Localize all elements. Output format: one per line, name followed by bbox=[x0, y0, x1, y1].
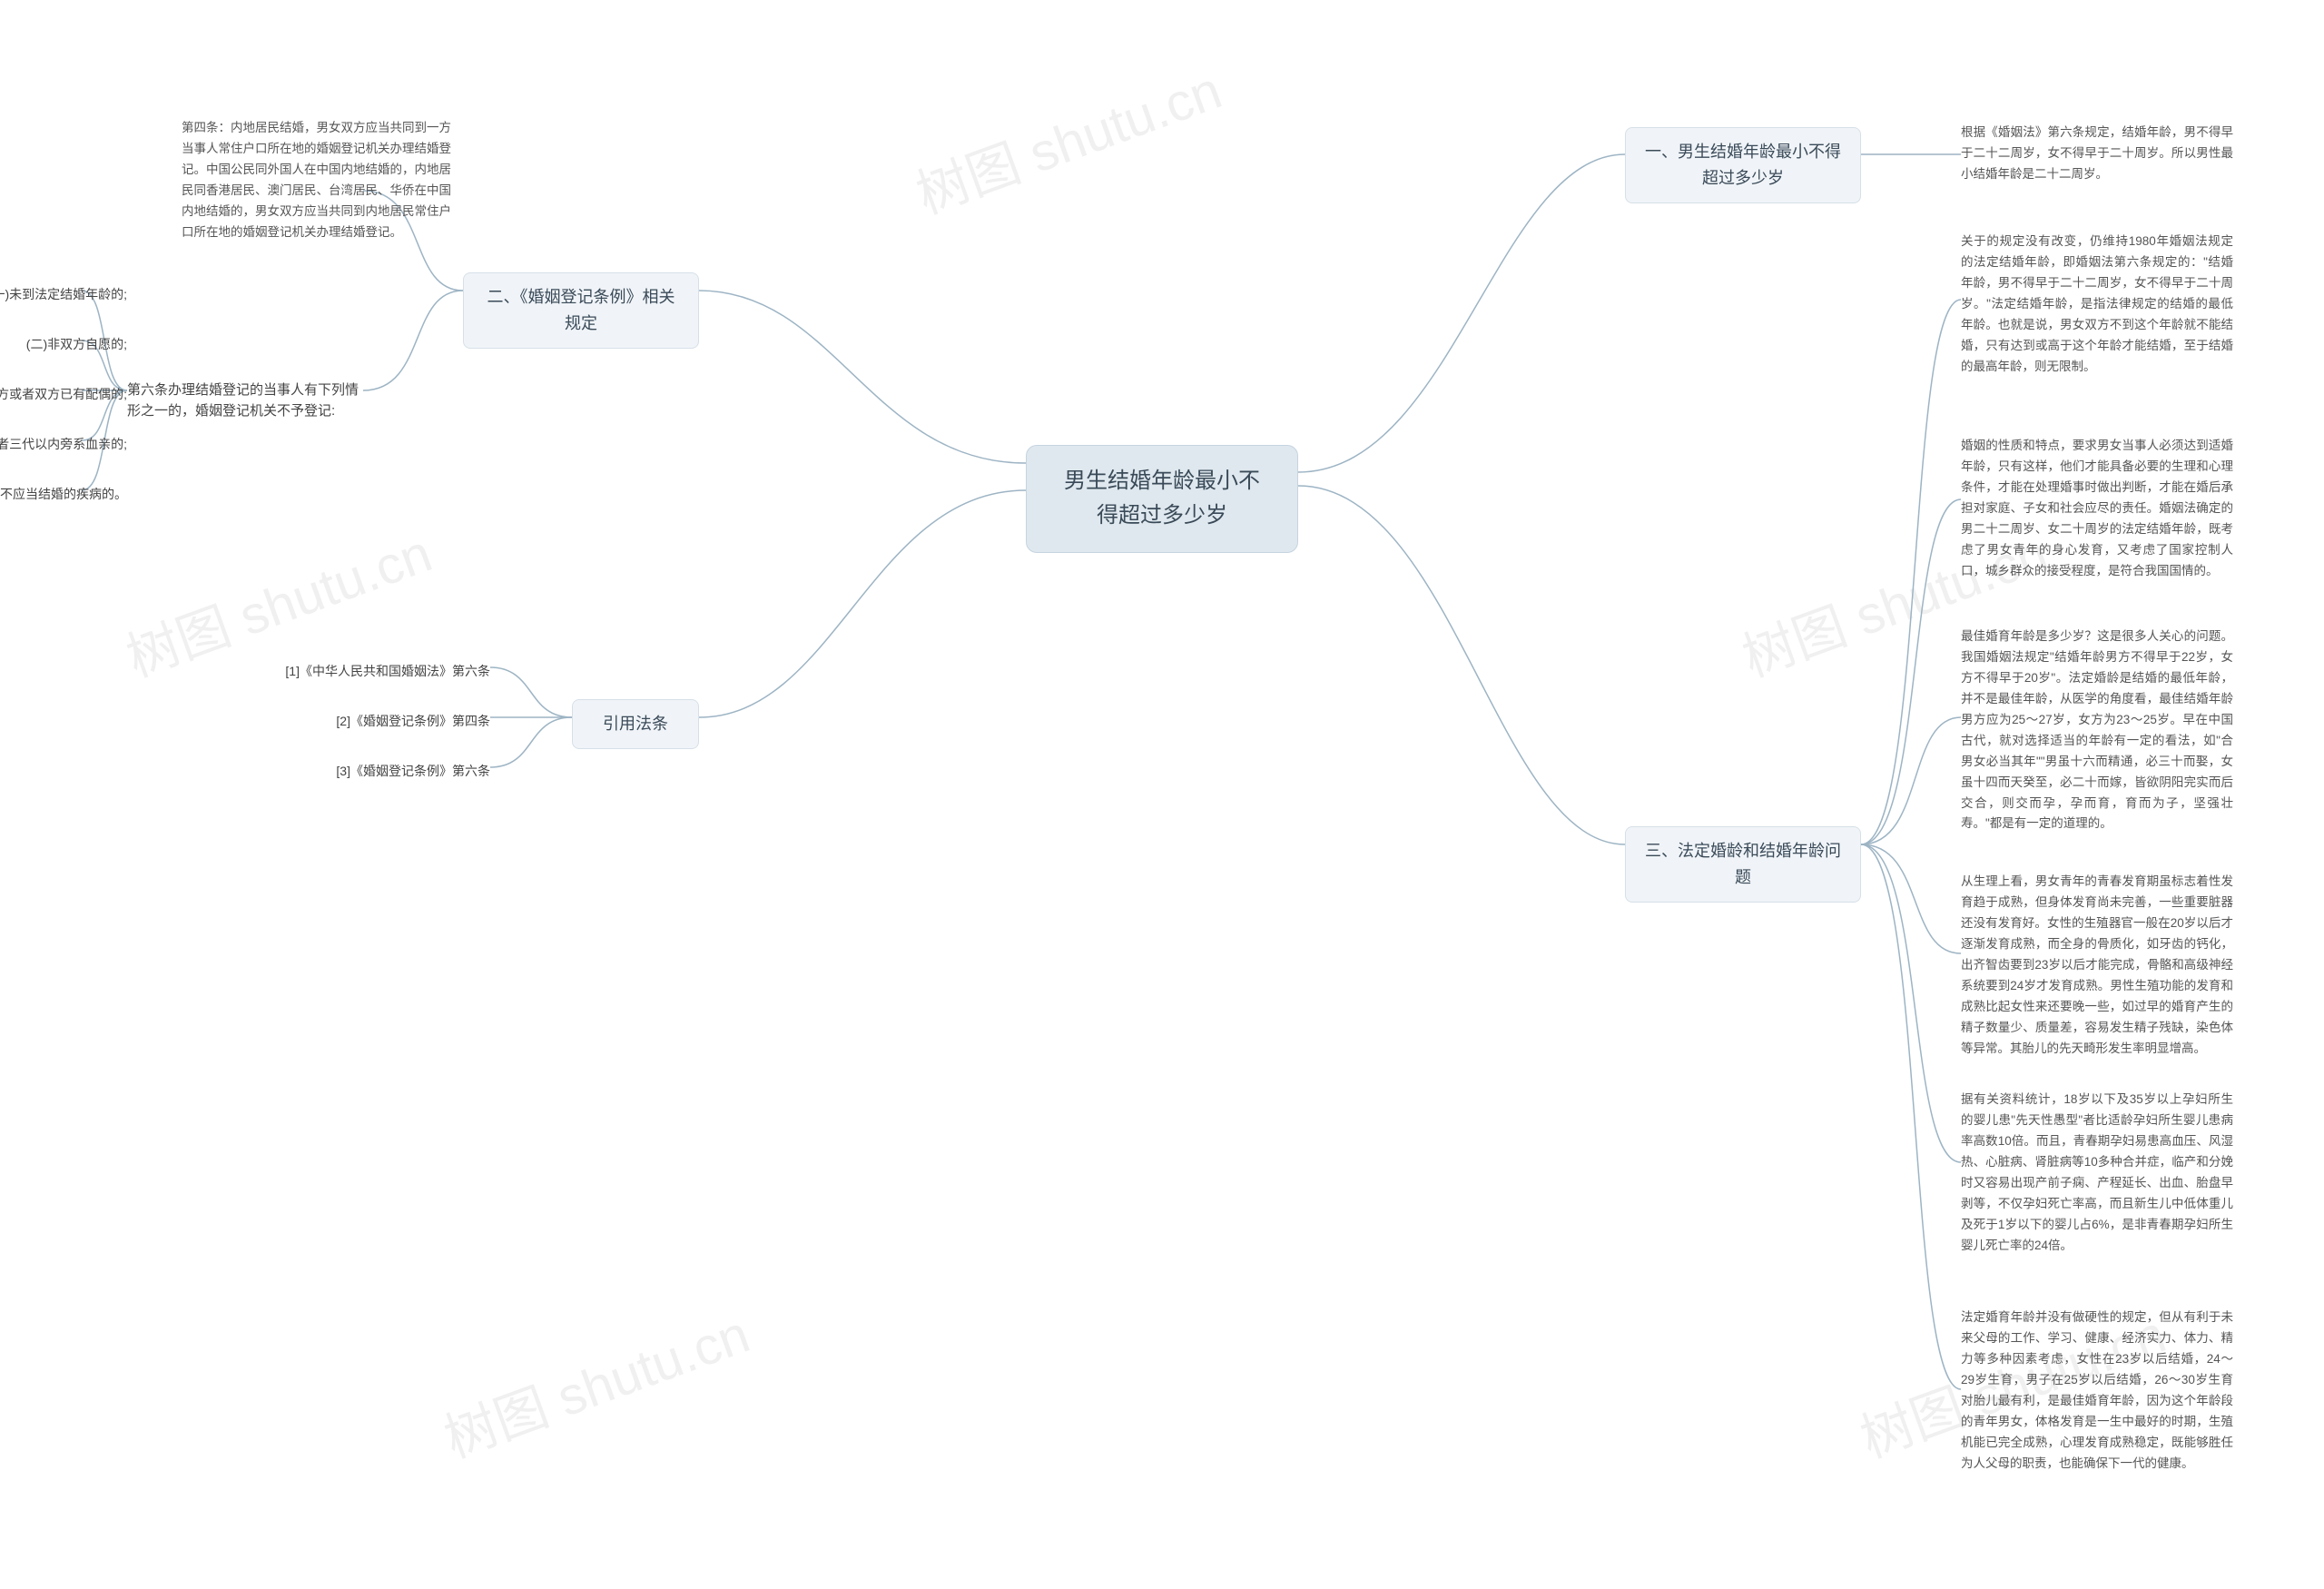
branch-3: 三、法定婚龄和结婚年龄问题 bbox=[1625, 826, 1861, 903]
branch-4-ref-1: [1]《中华人民共和国婚姻法》第六条 bbox=[281, 658, 490, 685]
branch-1-leaf: 根据《婚姻法》第六条规定，结婚年龄，男不得早于二十二周岁，女不得早于二十周岁。所… bbox=[1961, 123, 2233, 185]
watermark: 树图 shutu.cn bbox=[904, 47, 1230, 228]
branch-4-ref-3: [3]《婚姻登记条例》第六条 bbox=[309, 758, 490, 785]
root-node: 男生结婚年龄最小不得超过多少岁 bbox=[1026, 445, 1298, 553]
watermark: 树图 shutu.cn bbox=[432, 1291, 758, 1472]
branch-4-ref-2: [2]《婚姻登记条例》第四条 bbox=[309, 708, 490, 735]
branch-1: 一、男生结婚年龄最小不得超过多少岁 bbox=[1625, 127, 1861, 203]
branch-2-item-3: (三)一方或者双方已有配偶的; bbox=[0, 381, 127, 408]
branch-2-item-1: (一)未到法定结婚年龄的; bbox=[0, 281, 127, 308]
branch-2-item-5: (五)患有医学上认为不应当结婚的疾病的。 bbox=[0, 481, 127, 508]
branch-3-p3: 最佳婚育年龄是多少岁？这是很多人关心的问题。我国婚姻法规定"结婚年龄男方不得早于… bbox=[1961, 627, 2233, 834]
branch-2: 二、《婚姻登记条例》相关规定 bbox=[463, 272, 699, 349]
branch-3-p2: 婚姻的性质和特点，要求男女当事人必须达到适婚年龄，只有这样，他们才能具备必要的生… bbox=[1961, 436, 2233, 582]
branch-3-p5: 据有关资料统计，18岁以下及35岁以上孕妇所生的婴儿患"先天性愚型"者比适龄孕妇… bbox=[1961, 1090, 2233, 1257]
branch-3-p1: 关于的规定没有改变，仍维持1980年婚姻法规定的法定结婚年龄，即婚姻法第六条规定… bbox=[1961, 232, 2233, 378]
branch-3-p4: 从生理上看，男女青年的青春发育期虽标志着性发育趋于成熟，但身体发育尚未完善，一些… bbox=[1961, 872, 2233, 1059]
branch-2-sub1: 第四条：内地居民结婚，男女双方应当共同到一方当事人常住户口所在地的婚姻登记机关办… bbox=[182, 118, 454, 243]
branch-2-item-2: (二)非双方自愿的; bbox=[0, 331, 127, 358]
branch-4: 引用法条 bbox=[572, 699, 699, 749]
branch-2-sub2: 第六条办理结婚登记的当事人有下列情形之一的，婚姻登记机关不予登记: bbox=[127, 377, 359, 425]
branch-2-item-4: (四)属于直系血亲或者三代以内旁系血亲的; bbox=[0, 431, 127, 458]
branch-3-p6: 法定婚育年龄并没有做硬性的规定，但从有利于未来父母的工作、学习、健康、经济实力、… bbox=[1961, 1308, 2233, 1475]
